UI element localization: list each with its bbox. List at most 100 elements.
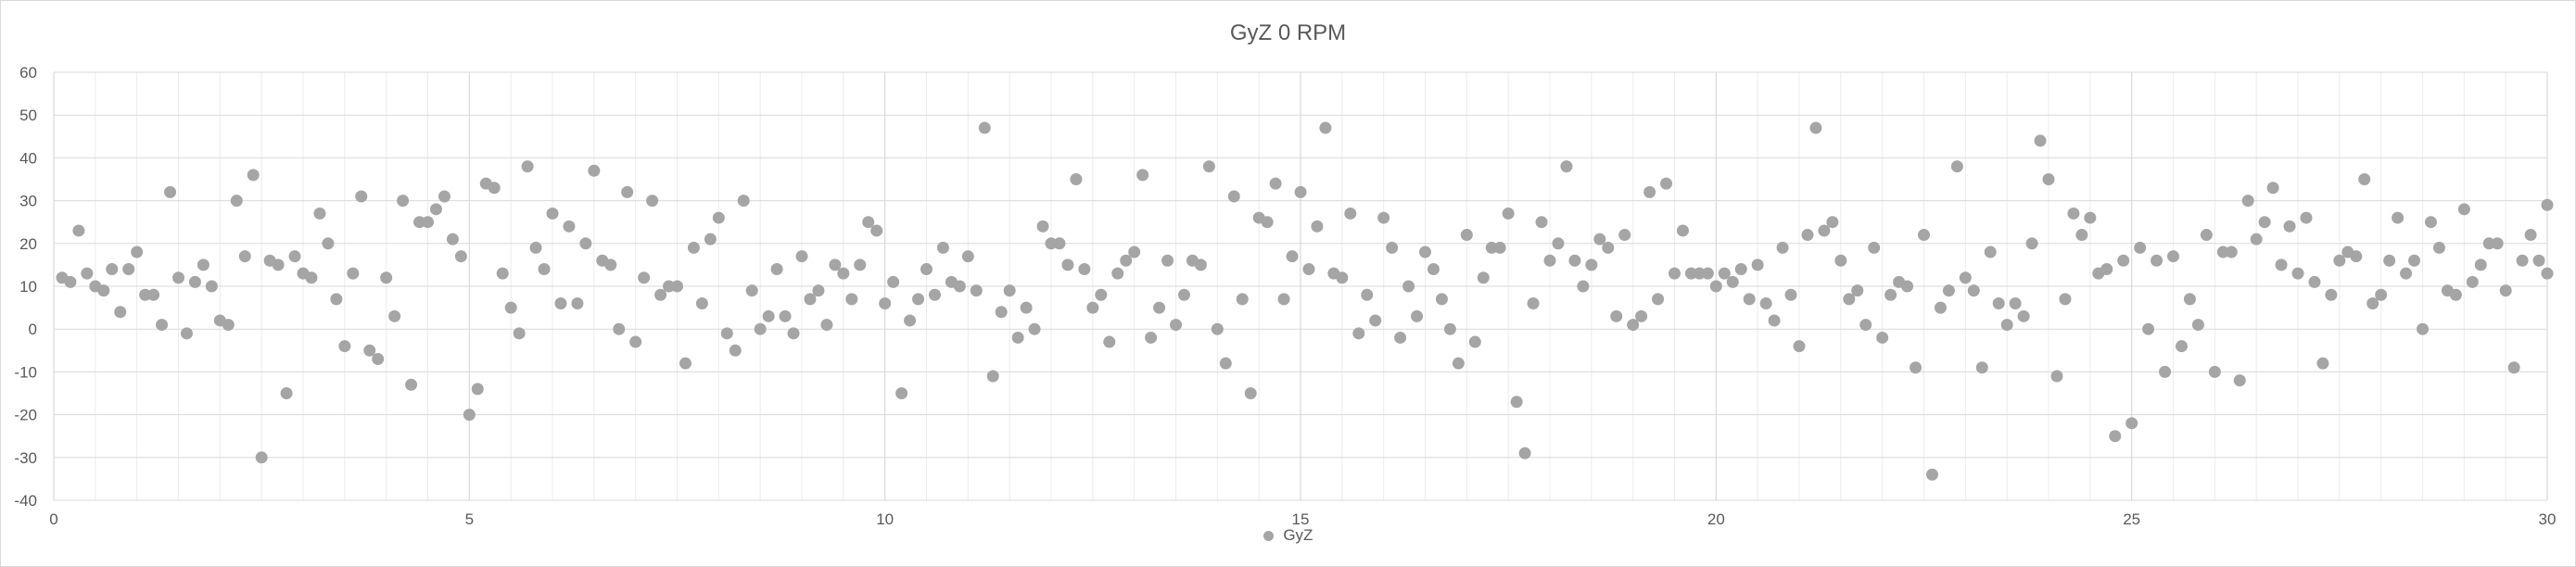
- data-point: [2100, 263, 2113, 276]
- data-point: [2208, 365, 2221, 378]
- data-point: [463, 409, 476, 422]
- data-point: [1394, 331, 1407, 344]
- data-point: [180, 327, 193, 340]
- data-point: [2491, 237, 2504, 250]
- data-point: [1734, 263, 1747, 276]
- data-point: [1975, 361, 1988, 374]
- data-point: [1568, 254, 1581, 267]
- data-point: [770, 263, 783, 276]
- data-point: [2258, 216, 2271, 229]
- data-point: [1161, 254, 1174, 267]
- data-point: [2541, 267, 2554, 280]
- x-tick-label: 30: [2539, 510, 2557, 528]
- data-point: [1684, 267, 1697, 280]
- data-point: [405, 378, 418, 391]
- data-point: [1776, 241, 1789, 254]
- data-point: [397, 195, 410, 208]
- data-point: [712, 211, 725, 224]
- data-point: [638, 271, 651, 284]
- data-point: [787, 327, 800, 340]
- data-point: [2075, 229, 2088, 242]
- data-point: [2042, 173, 2055, 185]
- data-point: [2466, 275, 2479, 288]
- data-point: [1095, 288, 1108, 301]
- data-point: [238, 250, 251, 263]
- data-point: [695, 296, 708, 309]
- data-point: [1070, 173, 1083, 185]
- data-point: [1726, 275, 1739, 288]
- data-point: [2067, 207, 2080, 220]
- legend: GyZ: [0, 526, 2576, 545]
- data-point: [438, 190, 450, 203]
- data-point: [2050, 370, 2063, 383]
- data-point: [1443, 322, 1456, 335]
- data-point: [1386, 241, 1399, 254]
- data-point: [2151, 254, 2164, 267]
- data-point: [2457, 203, 2470, 216]
- data-point: [280, 387, 293, 399]
- data-point: [829, 258, 842, 271]
- data-point: [131, 246, 144, 258]
- data-point: [255, 451, 268, 464]
- y-axis-tick-labels: -40 -30 -20 -10 0 10 20 30 40 50 60: [14, 64, 37, 510]
- data-point: [2308, 275, 2321, 288]
- data-point: [2025, 237, 2038, 250]
- data-point: [1560, 160, 1573, 173]
- data-point: [2316, 357, 2329, 370]
- data-point: [2017, 309, 2030, 322]
- data-point: [1635, 309, 1648, 322]
- x-tick-label: 5: [465, 510, 474, 528]
- data-point: [2084, 211, 2097, 224]
- data-point: [879, 296, 892, 309]
- data-point: [81, 267, 94, 280]
- data-point: [2275, 258, 2288, 271]
- data-point: [247, 169, 260, 182]
- data-point: [2142, 322, 2155, 335]
- legend-label: GyZ: [1283, 526, 1313, 544]
- data-point: [1502, 207, 1515, 220]
- data-point: [538, 263, 551, 276]
- data-point: [1452, 357, 1465, 370]
- data-point: [454, 250, 467, 263]
- data-point: [2325, 288, 2338, 301]
- data-point: [1876, 331, 1889, 344]
- data-point: [1244, 387, 1257, 399]
- data-point: [2532, 254, 2545, 267]
- data-point: [1967, 284, 1980, 297]
- data-point: [1036, 220, 1049, 233]
- data-point: [1286, 250, 1299, 263]
- data-point: [2524, 229, 2537, 242]
- data-point: [2134, 241, 2147, 254]
- x-tick-label: 20: [1707, 510, 1725, 528]
- data-point: [1045, 237, 1058, 250]
- data-point: [2375, 288, 2388, 301]
- data-point: [1942, 284, 1955, 297]
- data-point: [762, 309, 775, 322]
- data-point: [147, 288, 160, 301]
- data-point: [754, 322, 767, 335]
- data-point: [2300, 211, 2313, 224]
- data-point: [2200, 229, 2213, 242]
- y-tick-label: 60: [19, 64, 37, 82]
- data-point: [197, 258, 209, 271]
- data-point: [2000, 319, 2013, 332]
- data-point: [1028, 322, 1041, 335]
- data-point: [139, 288, 152, 301]
- data-point: [1652, 293, 1665, 306]
- legend-marker: [1263, 531, 1274, 542]
- data-point: [604, 258, 617, 271]
- data-point: [1859, 319, 1872, 332]
- data-point: [2126, 417, 2138, 430]
- data-point: [429, 203, 442, 216]
- data-point: [629, 335, 642, 348]
- data-point: [2191, 319, 2204, 332]
- y-tick-label: 30: [19, 193, 37, 210]
- data-point: [1510, 396, 1523, 409]
- data-point: [205, 280, 218, 293]
- data-point: [1910, 361, 1922, 374]
- data-point: [1602, 241, 1615, 254]
- x-axis-tick-labels: 0 5 10 15 20 25 30: [49, 510, 2556, 528]
- data-point: [1784, 288, 1797, 301]
- data-point: [1352, 327, 1365, 340]
- data-point: [2449, 288, 2462, 301]
